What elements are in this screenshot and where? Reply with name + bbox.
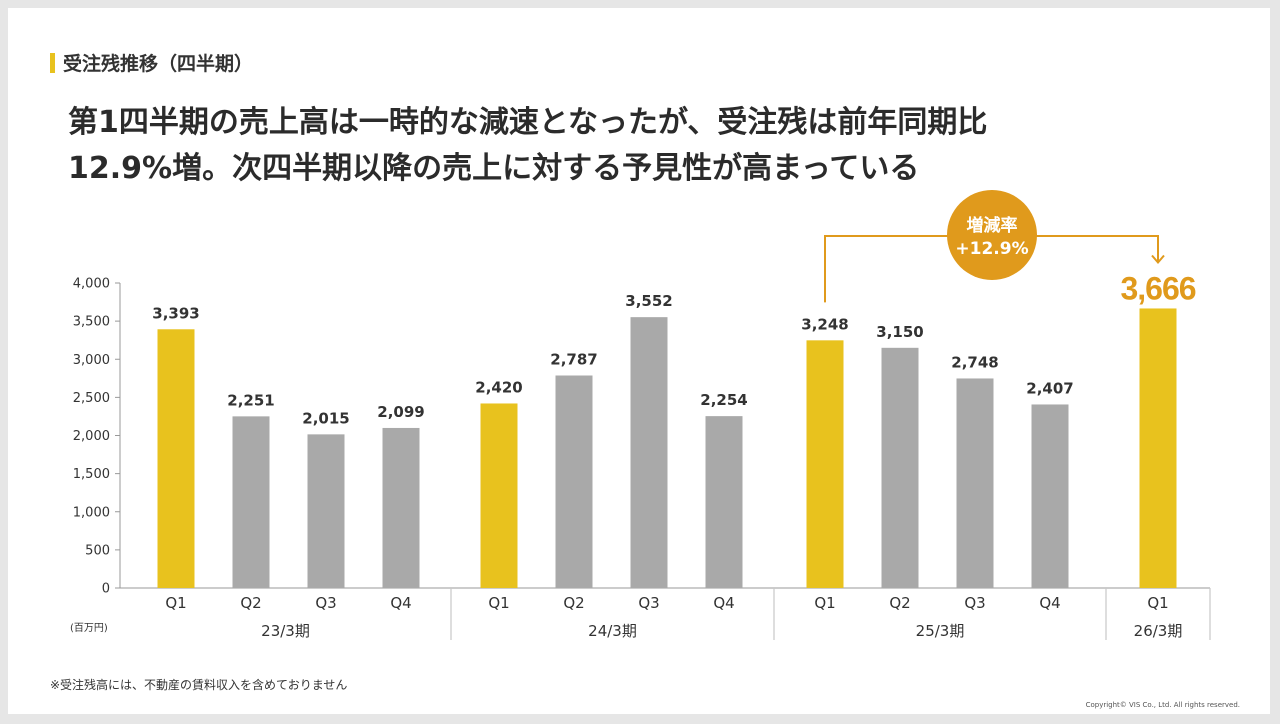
bar-24/3期-Q1 [480, 403, 518, 588]
footnote: ※受注残高には、不動産の賃料収入を含めておりません [50, 678, 348, 692]
bar-24/3期-Q2 [555, 375, 593, 588]
y-tick-label: 3,500 [73, 315, 110, 330]
quarter-label: Q1 [814, 594, 835, 612]
bar-25/3期-Q2 [881, 347, 919, 588]
y-tick-label: 3,000 [73, 353, 110, 368]
growth-rate-badge [947, 190, 1037, 280]
data-label: 3,552 [625, 292, 672, 310]
period-label: 23/3期 [261, 622, 310, 640]
data-label: 2,015 [302, 409, 349, 427]
quarter-label: Q2 [563, 594, 584, 612]
period-label: 25/3期 [916, 622, 965, 640]
quarter-label: Q4 [1039, 594, 1060, 612]
y-tick-label: 4,000 [73, 277, 110, 292]
quarter-label: Q2 [889, 594, 910, 612]
y-tick-label: 500 [85, 543, 110, 558]
y-tick-label: 1,000 [73, 505, 110, 520]
data-label: 2,420 [475, 378, 522, 396]
growth-rate-title: 増減率 [967, 215, 1018, 236]
slide: 受注残推移（四半期） 第1四半期の売上高は一時的な減速となったが、受注残は前年同… [8, 8, 1270, 714]
data-label: 2,787 [550, 350, 597, 368]
unit-label: (百万円) [70, 622, 108, 634]
quarter-label: Q4 [390, 594, 411, 612]
bar-23/3期-Q1 [157, 329, 195, 588]
period-label: 24/3期 [588, 622, 637, 640]
data-label: 2,407 [1026, 379, 1073, 397]
bar-25/3期-Q3 [956, 378, 994, 588]
bar-24/3期-Q4 [705, 416, 743, 588]
bar-23/3期-Q3 [307, 434, 345, 588]
section-title: 受注残推移（四半期） [63, 53, 254, 75]
bar-23/3期-Q2 [232, 416, 270, 588]
section-marker [50, 53, 55, 73]
quarter-label: Q1 [488, 594, 509, 612]
y-tick-label: 0 [102, 582, 110, 597]
arrow-down-icon [1151, 254, 1165, 265]
bar-25/3期-Q4 [1031, 404, 1069, 588]
data-label-emphasis: 3,666 [1120, 270, 1195, 306]
copyright: Copyright© VIS Co., Ltd. All rights rese… [1085, 701, 1240, 709]
data-label: 3,248 [801, 315, 848, 333]
data-label: 2,099 [377, 403, 424, 421]
data-label: 2,251 [227, 391, 274, 409]
bar-23/3期-Q4 [382, 427, 420, 588]
data-label: 2,254 [700, 391, 747, 409]
growth-rate-value: +12.9% [955, 239, 1028, 259]
quarter-label: Q3 [638, 594, 659, 612]
bar-24/3期-Q3 [630, 317, 668, 588]
headline: 第1四半期の売上高は一時的な減速となったが、受注残は前年同期比 12.9%増。次… [68, 100, 1228, 192]
data-label: 3,150 [876, 323, 923, 341]
y-tick-label: 2,500 [73, 391, 110, 406]
data-label: 2,748 [951, 353, 998, 371]
period-label: 26/3期 [1134, 622, 1183, 640]
headline-line-2: 12.9%増。次四半期以降の売上に対する予見性が高まっている [68, 151, 920, 186]
bar-25/3期-Q1 [806, 340, 844, 588]
quarter-label: Q1 [165, 594, 186, 612]
quarter-label: Q2 [240, 594, 261, 612]
data-label: 3,393 [152, 304, 199, 322]
quarter-label: Q3 [964, 594, 985, 612]
quarter-label: Q3 [315, 594, 336, 612]
y-tick-label: 2,000 [73, 429, 110, 444]
quarter-label: Q4 [713, 594, 734, 612]
bar-26/3期-Q1 [1139, 308, 1177, 588]
quarter-label: Q1 [1147, 594, 1168, 612]
y-tick-label: 1,500 [73, 467, 110, 482]
headline-line-1: 第1四半期の売上高は一時的な減速となったが、受注残は前年同期比 [68, 105, 988, 140]
